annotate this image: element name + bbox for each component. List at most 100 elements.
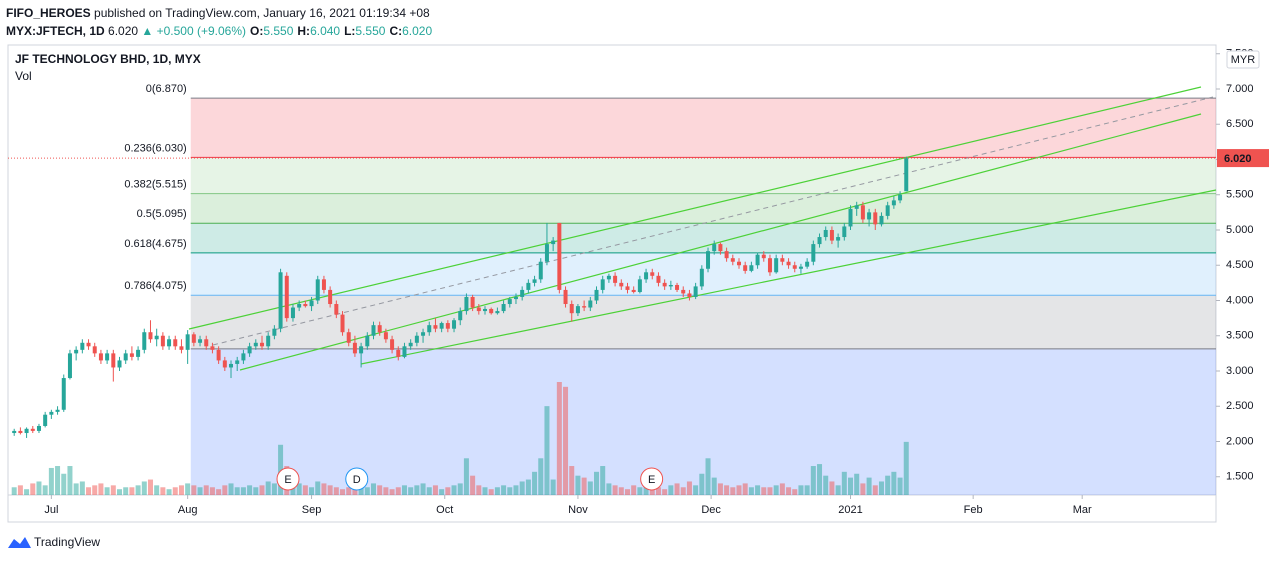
- event-marker: [345, 467, 369, 491]
- volume-bar: [711, 477, 717, 495]
- candle-body: [885, 205, 890, 216]
- candle-body: [427, 325, 432, 333]
- candle-body: [352, 342, 357, 354]
- candle-body: [167, 339, 172, 347]
- candle-body: [706, 251, 711, 269]
- price-tag-label: 6.020: [1224, 153, 1252, 165]
- candle-body: [297, 304, 302, 308]
- volume-bar: [532, 471, 538, 495]
- candle-body: [544, 244, 549, 262]
- volume-bar: [513, 485, 519, 495]
- candle-body: [470, 296, 475, 308]
- x-tick-label: Feb: [964, 504, 983, 516]
- candle-body: [904, 158, 909, 192]
- volume-bar: [340, 489, 346, 495]
- candle-body: [421, 332, 426, 336]
- volume-bar: [594, 471, 600, 495]
- volume-bar: [420, 483, 426, 495]
- volume-bar: [705, 458, 711, 495]
- candle-body: [891, 200, 896, 206]
- candle-body: [860, 205, 865, 220]
- volume-bar: [11, 487, 17, 495]
- x-tick-label: Oct: [436, 504, 453, 516]
- candle-body: [452, 320, 457, 329]
- volume-bar: [878, 481, 884, 495]
- volume-bar: [135, 485, 141, 495]
- volume-bar: [767, 487, 773, 495]
- candle-body: [743, 265, 748, 271]
- candle-body: [278, 272, 283, 329]
- volume-bar: [296, 483, 302, 495]
- volume-bar: [240, 487, 246, 495]
- volume-bar: [265, 481, 271, 495]
- trend-dashed: [212, 96, 1214, 346]
- volume-bar: [686, 481, 692, 495]
- volume-bar: [866, 477, 872, 495]
- volume-bar: [178, 485, 184, 495]
- volume-bar: [302, 485, 308, 495]
- x-tick-label: Dec: [701, 504, 721, 516]
- volume-bar: [253, 487, 259, 495]
- candle-body: [346, 332, 351, 343]
- volume-bar: [451, 485, 457, 495]
- fib-label: 0.786(4.075): [124, 280, 186, 292]
- candle-body: [359, 346, 364, 354]
- x-tick-label: Aug: [178, 504, 198, 516]
- fib-zone: [190, 223, 1216, 253]
- candle-body: [675, 284, 680, 290]
- volume-bar: [457, 483, 463, 495]
- candle-body: [334, 304, 339, 315]
- fib-label: 0.236(6.030): [124, 142, 186, 154]
- candle-body: [67, 353, 72, 379]
- fib-zone: [190, 348, 1216, 495]
- volume-bar: [507, 487, 513, 495]
- volume-bar: [550, 479, 556, 495]
- volume-bar: [395, 487, 401, 495]
- volume-bar: [61, 473, 67, 495]
- candle-body: [613, 275, 618, 283]
- volume-bar: [730, 487, 736, 495]
- candle-body: [557, 222, 562, 290]
- candle-body: [185, 334, 190, 350]
- quote-value: 5.550: [263, 24, 294, 38]
- volume-bar: [30, 483, 36, 495]
- candle-body: [198, 339, 203, 343]
- quote-value: 5.550: [355, 24, 386, 38]
- volume-bar: [203, 485, 209, 495]
- quote-value: 6.020: [402, 24, 433, 38]
- volume-bar: [587, 481, 593, 495]
- candle-body: [445, 323, 450, 329]
- y-tick-label: 6.500: [1226, 118, 1254, 130]
- candle-body: [755, 254, 760, 266]
- candle-body: [129, 353, 134, 357]
- candle-body: [390, 339, 395, 350]
- volume-bar: [370, 483, 376, 495]
- candle-body: [216, 349, 221, 361]
- candle-body: [761, 254, 766, 259]
- candle-body: [588, 300, 593, 308]
- channel: [188, 86, 1217, 371]
- candle-body: [55, 409, 60, 412]
- volume-bar: [761, 487, 767, 495]
- chart-title: JF TECHNOLOGY BHD, 1D, MYX: [15, 52, 201, 66]
- volume-bar: [897, 477, 903, 495]
- event-marker: [640, 467, 664, 491]
- x-tick-label: Sep: [302, 504, 322, 516]
- candle-body: [173, 339, 178, 347]
- volume-bar: [848, 477, 854, 495]
- candle-body: [259, 342, 264, 347]
- volume-bar: [228, 483, 234, 495]
- volume-bar: [817, 464, 823, 495]
- candle-body: [433, 325, 438, 329]
- volume-bar: [618, 487, 624, 495]
- fib-zone: [190, 193, 1216, 224]
- volume-bar: [575, 475, 581, 495]
- candle-body: [823, 229, 828, 238]
- volume-bar: [463, 458, 469, 495]
- candle-body: [61, 378, 66, 410]
- volume-bar: [104, 487, 110, 495]
- volume-bar: [835, 485, 841, 495]
- header: FIFO_HEROES published on TradingView.com…: [6, 4, 436, 40]
- candle-body: [693, 286, 698, 297]
- volume-bar: [259, 485, 265, 495]
